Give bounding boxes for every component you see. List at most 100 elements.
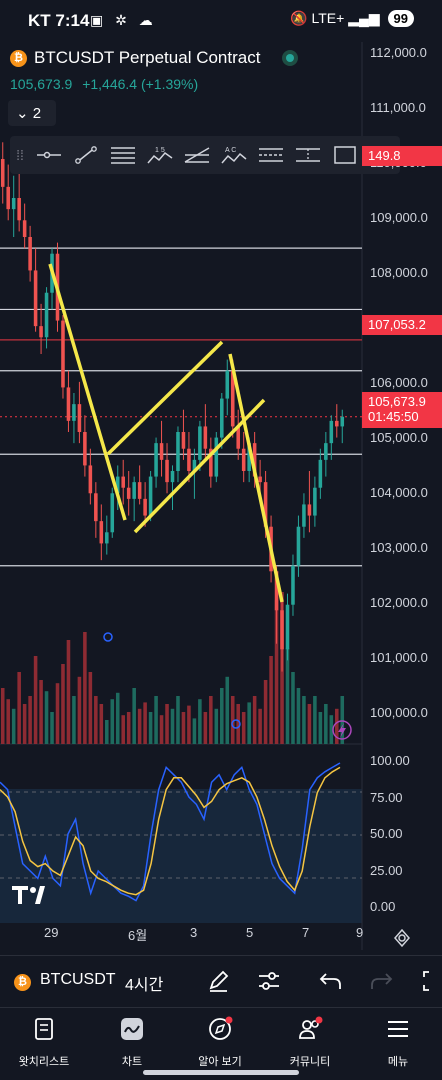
oscillator-tick: 0.00 <box>370 899 396 914</box>
candle-body <box>335 420 339 427</box>
price-tick: 100,000.0 <box>370 705 428 720</box>
trend-line-down-2[interactable] <box>228 353 284 603</box>
fullscreen-icon[interactable] <box>420 968 442 994</box>
grip-icon[interactable]: ⁞⁞ <box>16 147 24 163</box>
chart-canvas[interactable] <box>0 42 442 950</box>
volume-bar <box>148 712 153 744</box>
volume-bar <box>274 600 279 744</box>
redo-icon[interactable] <box>368 968 394 994</box>
candle-body <box>148 476 153 516</box>
rectangle-icon[interactable] <box>326 140 363 170</box>
fib-channel-icon[interactable] <box>178 140 215 170</box>
current-price-tag: 105,673.9 01:45:50 <box>362 392 442 428</box>
candle-body <box>247 443 251 471</box>
volume-bar <box>83 632 87 744</box>
trend-line-down-1[interactable] <box>48 263 127 521</box>
time-axis[interactable]: 29 6월 3 5 7 9 <box>0 925 363 949</box>
candle-body <box>274 571 279 611</box>
bottom-toolbar: ₿ BTCUSDT 4시간 <box>0 955 442 1007</box>
channel-upper-line[interactable] <box>106 340 224 456</box>
volume-bar <box>203 712 208 744</box>
volume-bar <box>88 672 93 744</box>
flash-icon[interactable] <box>332 720 352 740</box>
price-summary: 105,673.9 +1,446.4 (+1.39%) <box>10 76 198 92</box>
symbol-selector[interactable]: BTCUSDT <box>40 971 116 988</box>
chart-settings-icon[interactable] <box>392 928 412 948</box>
volume-bar <box>28 696 32 744</box>
price-tick: 104,000.0 <box>370 485 428 500</box>
volume-bar <box>318 712 323 744</box>
undo-icon[interactable] <box>318 968 344 994</box>
volume-bar <box>143 702 147 744</box>
candle-body <box>28 237 32 271</box>
nav-watchlist[interactable]: 왓치리스트 <box>4 1016 84 1069</box>
candle-body <box>241 448 246 471</box>
event-marker[interactable] <box>103 632 113 642</box>
indicator-settings-icon[interactable] <box>256 968 282 994</box>
candle-body <box>236 426 240 449</box>
svg-text:A C: A C <box>225 147 236 154</box>
drawing-toolbar[interactable]: ⁞⁞ 1 5 A C <box>10 136 400 174</box>
candle-body <box>17 198 21 221</box>
price-axis[interactable]: 112,000.0 111,000.0 110,000.0 149.8 109,… <box>362 42 442 950</box>
abc-pattern-icon[interactable]: A C <box>215 140 252 170</box>
bottom-navigation: 왓치리스트 차트 알아 보기 커뮤니티 메뉴 <box>0 1007 442 1080</box>
horizontal-ray-icon[interactable] <box>30 140 67 170</box>
time-label: 29 <box>44 925 59 940</box>
price-range-icon[interactable] <box>289 140 326 170</box>
candle-body <box>110 493 115 533</box>
volume-bar <box>340 696 345 744</box>
candle-body <box>159 443 164 460</box>
interval-selector[interactable]: 4시간 <box>125 977 164 994</box>
nav-chart[interactable]: 차트 <box>92 1016 172 1069</box>
indicators-collapse-button[interactable]: ⌄ 2 <box>8 100 56 126</box>
candle-body <box>165 459 169 483</box>
volume-bar <box>335 708 339 744</box>
candle-body <box>340 416 345 427</box>
candle-body <box>307 504 312 516</box>
chart-area[interactable] <box>0 42 442 950</box>
svg-text:1 5: 1 5 <box>155 147 165 154</box>
volume-bar <box>105 720 109 744</box>
volume-bar <box>6 699 10 744</box>
volume-bar <box>66 640 71 744</box>
trend-line-icon[interactable] <box>67 140 104 170</box>
symbol-title[interactable]: BTCUSDT Perpetual Contract <box>34 48 261 67</box>
current-price-value: 105,673.9 <box>368 394 426 409</box>
event-marker[interactable] <box>231 719 241 729</box>
volume-bar <box>170 708 175 744</box>
notification-icons: ▣ ✲ ☁ <box>90 12 157 28</box>
nav-explore[interactable]: 알아 보기 <box>180 1016 260 1069</box>
horizontal-lines-icon[interactable] <box>104 140 141 170</box>
bar-countdown: 01:45:50 <box>368 409 419 424</box>
stochastic-oscillator <box>0 762 341 902</box>
price-tick: 101,000.0 <box>370 650 428 665</box>
pattern-15-icon[interactable]: 1 5 <box>141 140 178 170</box>
volume-bar <box>39 680 43 744</box>
candle-body <box>115 476 120 494</box>
volume-bar <box>252 696 257 744</box>
time-label: 5 <box>246 925 254 940</box>
candle-body <box>94 493 98 522</box>
drawing-pencil-icon[interactable] <box>205 968 231 994</box>
candle-body <box>121 476 125 488</box>
parallel-lines-icon[interactable] <box>252 140 289 170</box>
volume-bar <box>61 664 65 744</box>
volume-bar <box>11 708 16 744</box>
compass-icon <box>209 1016 233 1040</box>
volume-bar <box>126 712 131 744</box>
price-tick: 109,000.0 <box>370 210 428 225</box>
nav-community[interactable]: 커뮤니티 <box>270 1016 350 1069</box>
volume-bars <box>0 592 345 744</box>
yellow-drawings[interactable] <box>48 263 284 603</box>
volume-bar <box>209 696 213 744</box>
volume-bar <box>165 704 169 744</box>
nav-menu[interactable]: 메뉴 <box>358 1016 438 1069</box>
candle-body <box>285 604 290 650</box>
candle-body <box>209 448 213 477</box>
candle-body <box>61 320 65 388</box>
stoch-k-line <box>0 762 341 902</box>
volume-bar <box>176 696 180 744</box>
candle-body <box>126 487 131 499</box>
horizontal-levels[interactable] <box>0 247 362 567</box>
